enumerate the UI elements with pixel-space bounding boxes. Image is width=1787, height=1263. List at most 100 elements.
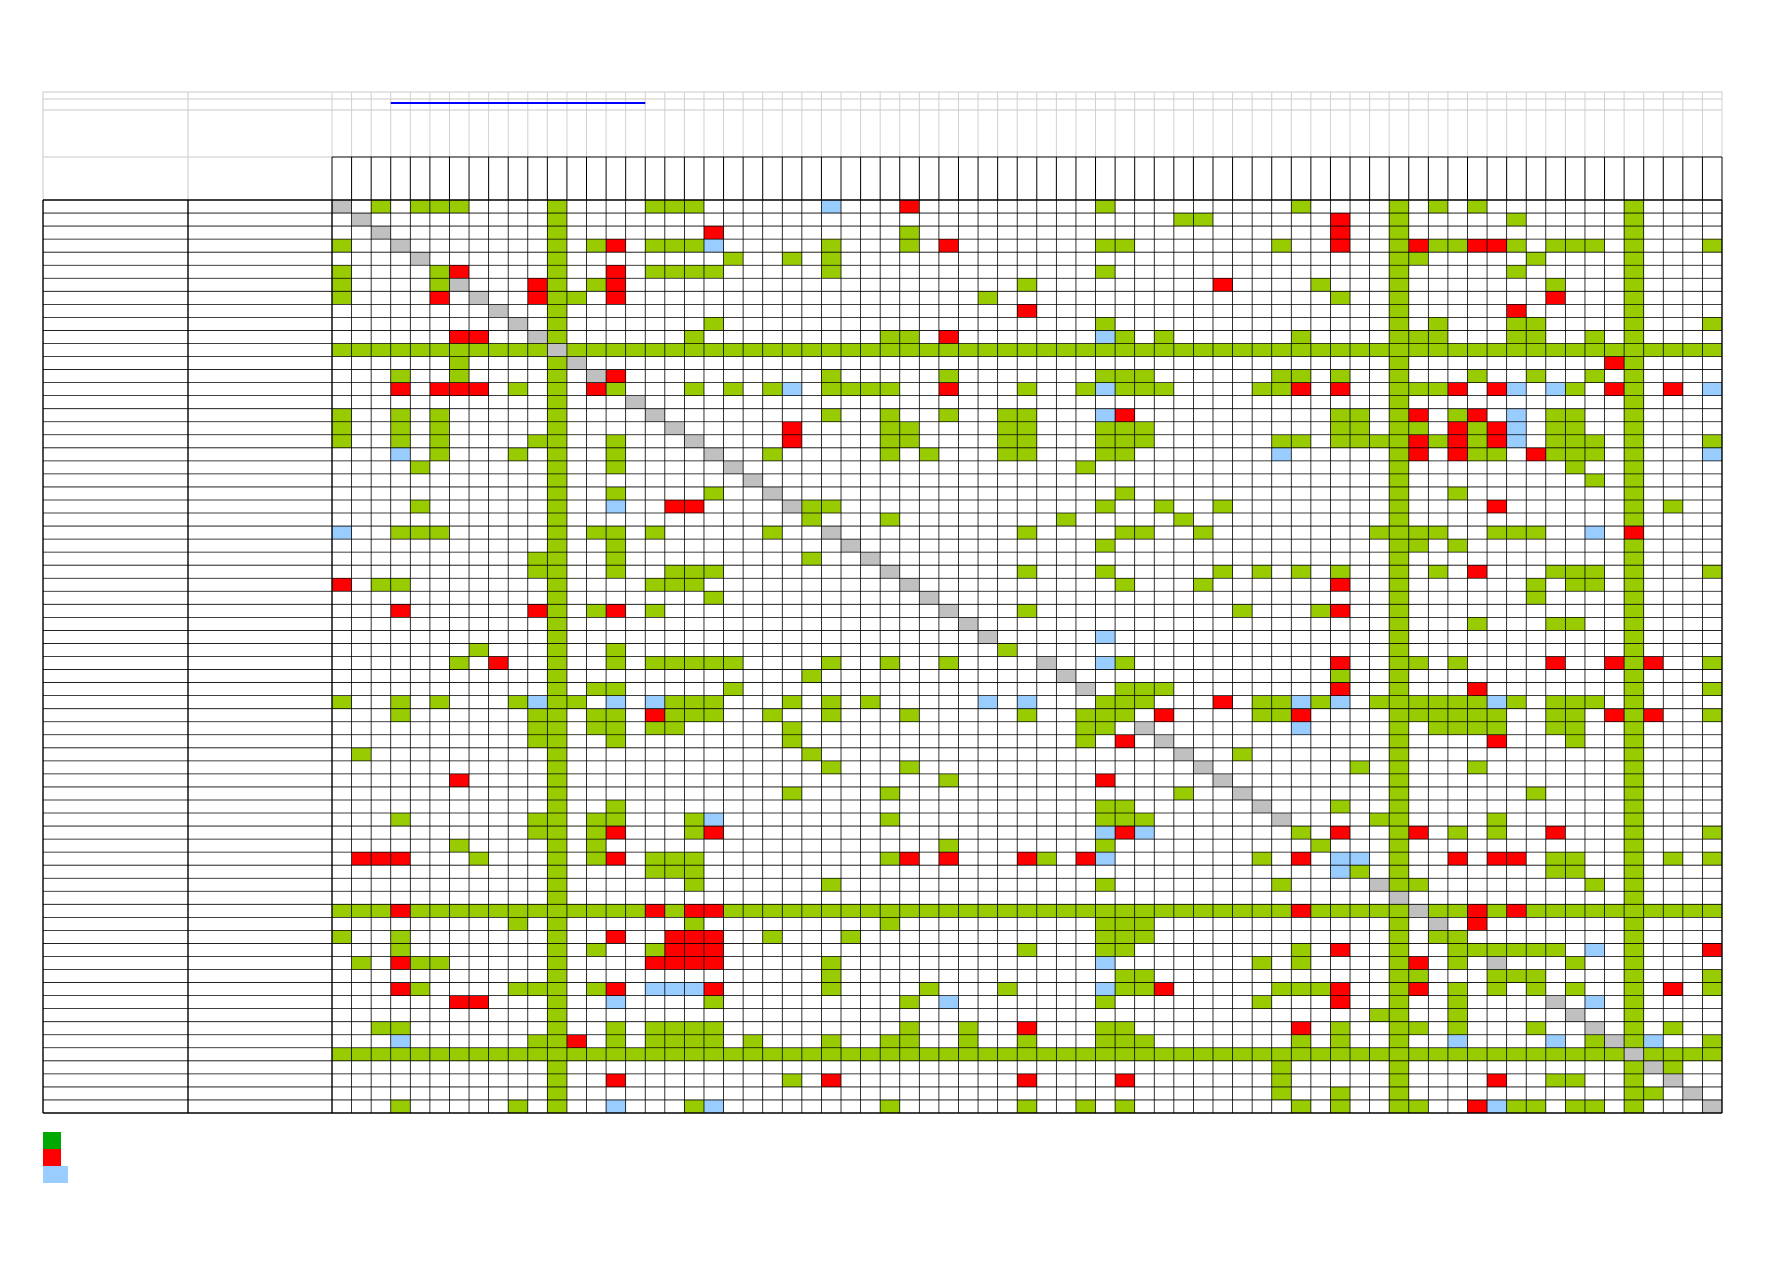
matrix-cell [821, 369, 842, 383]
matrix-cell [645, 1021, 665, 1035]
matrix-cell [606, 734, 626, 748]
matrix-cell [1487, 1099, 1507, 1113]
diagonal-cell [664, 421, 685, 435]
matrix-cell [1350, 434, 1370, 448]
matrix-cell [938, 839, 959, 853]
matrix-cell [664, 265, 685, 279]
diagonal-cell [371, 226, 391, 240]
matrix-cell [762, 382, 783, 396]
matrix-cell [410, 200, 430, 214]
matrix-cell [801, 513, 822, 527]
matrix-cell [410, 956, 430, 970]
matrix-cell [606, 1073, 626, 1087]
matrix-cell [449, 995, 470, 1009]
matrix-cell [606, 1034, 626, 1048]
matrix-cell [527, 434, 548, 448]
matrix-cell [938, 369, 959, 383]
matrix-cell [1115, 1034, 1135, 1048]
matrix-cell [684, 499, 704, 514]
matrix-cell [1428, 382, 1448, 396]
matrix-cell [664, 708, 685, 722]
matrix-cell [1271, 708, 1292, 722]
matrix-cell [1017, 852, 1037, 866]
matrix-cell [1487, 421, 1507, 435]
matrix-cell [1330, 565, 1351, 579]
matrix-cell [606, 1021, 626, 1035]
matrix-cell [664, 239, 685, 253]
diagonal-cell [1487, 956, 1507, 970]
matrix-cell [1565, 617, 1585, 631]
matrix-cell [1467, 408, 1488, 422]
matrix-cell [703, 695, 724, 709]
matrix-cell [332, 421, 352, 435]
matrix-cell [1447, 826, 1468, 840]
matrix-cell [645, 526, 665, 540]
matrix-cell [586, 708, 607, 722]
matrix-cell [1604, 382, 1625, 396]
matrix-cell [1526, 526, 1546, 540]
matrix-cell [1506, 904, 1527, 918]
diagonal-cell [762, 486, 783, 500]
matrix-cell [1467, 565, 1488, 579]
matrix-cell [1604, 656, 1625, 670]
matrix-cell [449, 265, 470, 279]
matrix-cell [684, 695, 704, 709]
matrix-cell [899, 434, 920, 448]
matrix-cell [841, 382, 861, 396]
matrix-cell [410, 526, 430, 540]
matrix-cell [821, 252, 842, 266]
matrix-cell [1017, 382, 1037, 396]
matrix-cell [899, 1034, 920, 1048]
matrix-cell [488, 656, 509, 670]
matrix-cell [1487, 852, 1507, 866]
matrix-cell [703, 904, 724, 918]
matrix-cell [1428, 330, 1448, 344]
matrix-cell [606, 382, 626, 396]
matrix-cell [449, 382, 470, 396]
matrix-cell [1291, 943, 1311, 957]
matrix-cell [1545, 382, 1566, 396]
matrix-cell [1291, 1021, 1311, 1035]
diagonal-cell [645, 408, 665, 422]
matrix-cell [1330, 995, 1351, 1009]
matrix-cell [1369, 695, 1390, 709]
matrix-cell [1643, 1086, 1664, 1100]
matrix-cell [1330, 604, 1351, 618]
matrix-cell [390, 813, 411, 827]
matrix-cell [645, 695, 665, 709]
matrix-cell [1193, 213, 1213, 227]
diagonal-cell [1075, 682, 1096, 696]
matrix-cell [880, 447, 900, 461]
matrix-cell [606, 539, 626, 553]
matrix-cell [880, 917, 900, 931]
matrix-cell [1115, 526, 1135, 540]
matrix-cell [684, 239, 704, 253]
matrix-cell [703, 239, 724, 253]
matrix-cell [880, 786, 900, 800]
matrix-cell [1467, 200, 1488, 214]
matrix-cell [1330, 239, 1351, 253]
matrix-cell [1487, 434, 1507, 448]
matrix-cell [664, 499, 685, 514]
matrix-cell [1330, 578, 1351, 592]
matrix-cell [703, 226, 724, 240]
matrix-cell [429, 408, 450, 422]
matrix-cell [508, 904, 528, 918]
matrix-cell [1115, 1099, 1135, 1113]
matrix-cell [1095, 982, 1116, 996]
matrix-cell [997, 421, 1018, 435]
matrix-cell [429, 421, 450, 435]
matrix-cell [1095, 839, 1116, 853]
diagonal-cell [1154, 734, 1174, 748]
matrix-cell [1526, 591, 1546, 605]
matrix-cell [821, 382, 842, 396]
matrix-cell [1545, 421, 1566, 435]
matrix-cell [606, 552, 626, 566]
matrix-cell [1095, 878, 1116, 892]
matrix-cell [1350, 865, 1370, 879]
matrix-cell [332, 578, 352, 592]
matrix-cell [390, 695, 411, 709]
matrix-cell [1702, 382, 1722, 396]
matrix-cell [606, 995, 626, 1009]
matrix-cell [606, 930, 626, 944]
